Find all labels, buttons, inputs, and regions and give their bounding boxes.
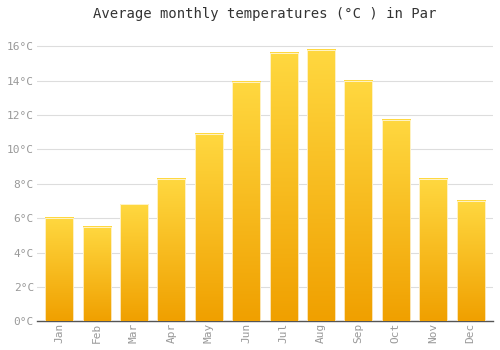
Bar [45, 218, 73, 321]
Title: Average monthly temperatures (°C ) in Par: Average monthly temperatures (°C ) in Pa… [93, 7, 436, 21]
Bar [195, 134, 223, 321]
Bar [232, 82, 260, 321]
Bar [419, 179, 447, 321]
Bar [382, 120, 410, 321]
Bar [158, 179, 186, 321]
Bar [307, 50, 335, 321]
Bar [344, 80, 372, 321]
Bar [456, 201, 484, 321]
Bar [270, 53, 297, 321]
Bar [120, 204, 148, 321]
Bar [82, 227, 110, 321]
